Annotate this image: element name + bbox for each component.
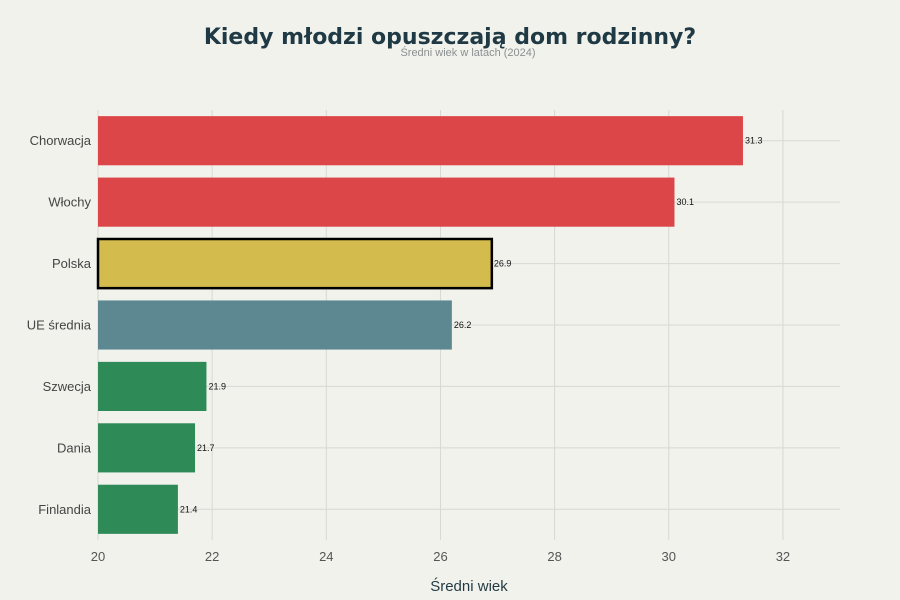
x-tick-label: 30 — [662, 549, 676, 564]
bar-chorwacja — [98, 116, 743, 166]
bar-szwecja — [98, 361, 207, 411]
value-label: 26.9 — [494, 259, 512, 269]
bar-włochy — [98, 177, 675, 227]
bars — [96, 116, 743, 534]
x-tick-label: 24 — [319, 549, 333, 564]
category-label: Finlandia — [38, 502, 92, 517]
bar-dania — [98, 423, 196, 473]
category-label: Dania — [57, 440, 92, 455]
labels: 20 22 24 26 28 30 32 Chorwacja 31.3 Włochy 30.1 Pol… — [27, 133, 790, 564]
value-label: 30.1 — [676, 197, 694, 207]
bar-finlandia — [98, 484, 178, 534]
value-label: 21.4 — [180, 504, 198, 514]
category-label: UE średnia — [27, 318, 92, 333]
value-label: 21.7 — [197, 443, 215, 453]
value-label: 21.9 — [208, 381, 226, 391]
bar-ue-średnia — [98, 300, 452, 350]
x-tick-label: 32 — [776, 549, 790, 564]
x-axis-title: Średni wiek — [430, 577, 508, 595]
value-label: 26.2 — [454, 320, 472, 330]
category-label: Szwecja — [43, 379, 92, 394]
x-tick-label: 20 — [91, 549, 105, 564]
value-label: 31.3 — [745, 136, 763, 146]
chart-subtitle: Średni wiek w latach (2024) — [400, 46, 535, 59]
category-label: Włochy — [48, 195, 91, 210]
bar-polska — [96, 237, 494, 290]
category-label: Chorwacja — [30, 133, 92, 148]
x-tick-label: 26 — [433, 549, 447, 564]
chart-title: Kiedy młodzi opuszczają dom rodzinny? — [204, 25, 696, 50]
category-label: Polska — [52, 256, 92, 271]
x-tick-label: 28 — [547, 549, 561, 564]
x-tick-label: 22 — [205, 549, 219, 564]
